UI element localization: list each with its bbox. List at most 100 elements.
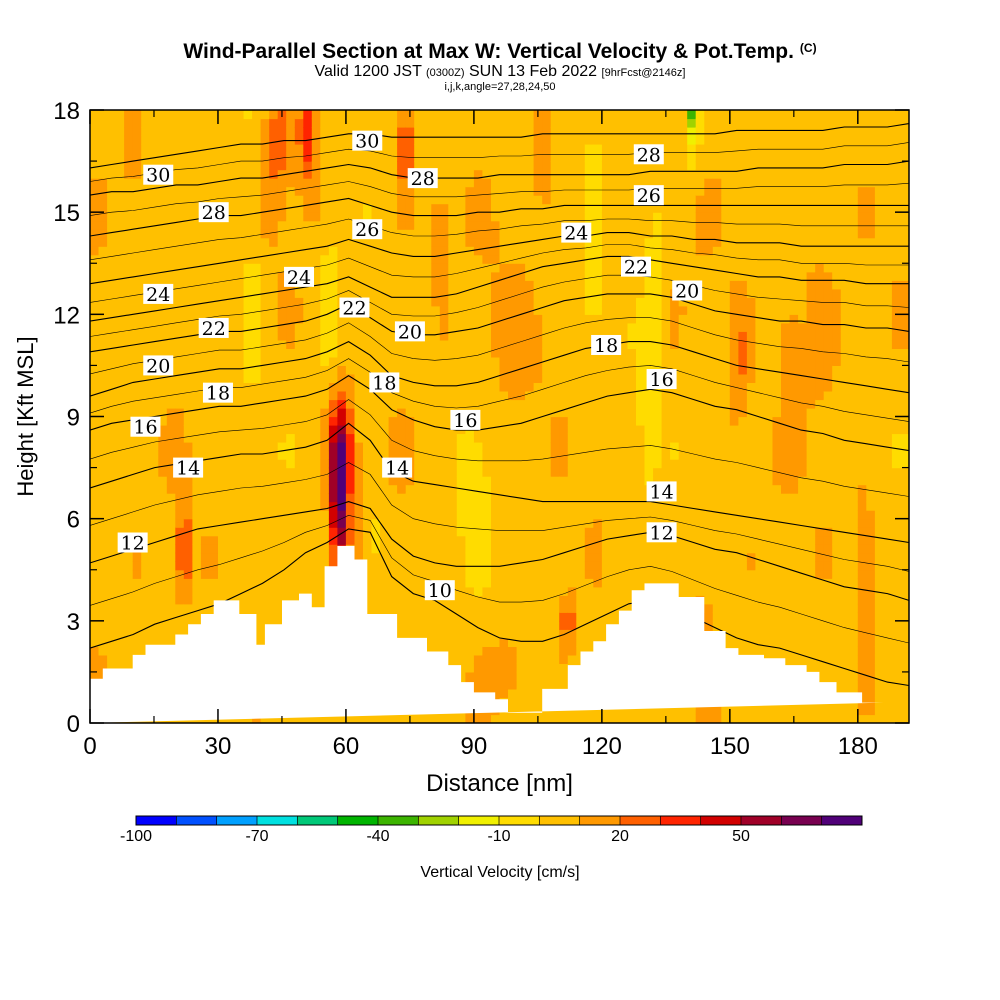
velocity-cell bbox=[303, 476, 313, 486]
velocity-cell bbox=[132, 382, 142, 392]
velocity-cell bbox=[491, 322, 501, 332]
velocity-cell bbox=[533, 271, 543, 281]
velocity-cell bbox=[363, 382, 373, 392]
velocity-cell bbox=[311, 561, 321, 571]
velocity-cell bbox=[610, 280, 620, 290]
velocity-cell bbox=[405, 408, 415, 418]
velocity-cell bbox=[158, 144, 168, 154]
velocity-cell bbox=[559, 646, 569, 656]
velocity-cell bbox=[491, 654, 501, 664]
velocity-cell bbox=[499, 450, 509, 460]
velocity-cell bbox=[90, 365, 100, 375]
velocity-cell bbox=[508, 535, 518, 545]
velocity-cell bbox=[192, 263, 202, 273]
velocity-cell bbox=[303, 399, 313, 409]
velocity-cell bbox=[371, 322, 381, 332]
velocity-cell bbox=[473, 135, 483, 145]
velocity-cell bbox=[388, 135, 398, 145]
subtitle-forecast: [9hrFcst@2146z] bbox=[601, 67, 686, 79]
velocity-cell bbox=[132, 603, 142, 613]
velocity-cell bbox=[482, 714, 492, 723]
velocity-cell bbox=[388, 442, 398, 452]
velocity-cell bbox=[439, 254, 449, 264]
velocity-cell bbox=[516, 212, 526, 222]
velocity-cell bbox=[218, 229, 228, 239]
velocity-cell bbox=[141, 237, 151, 247]
velocity-cell bbox=[243, 552, 253, 562]
velocity-cell bbox=[371, 578, 381, 588]
velocity-cell bbox=[294, 535, 304, 545]
velocity-cell bbox=[124, 373, 134, 383]
velocity-cell bbox=[115, 229, 125, 239]
velocity-cell bbox=[294, 144, 304, 154]
velocity-cell bbox=[371, 510, 381, 520]
velocity-cell bbox=[218, 271, 228, 281]
velocity-cell bbox=[90, 612, 100, 622]
velocity-cell bbox=[499, 680, 509, 690]
velocity-cell bbox=[559, 127, 569, 137]
velocity-cell bbox=[525, 186, 535, 196]
velocity-cell bbox=[311, 331, 321, 341]
velocity-cell bbox=[670, 144, 680, 154]
velocity-cell bbox=[354, 314, 364, 324]
velocity-cell bbox=[252, 365, 262, 375]
velocity-cell bbox=[456, 663, 466, 673]
velocity-cell bbox=[107, 203, 117, 213]
velocity-cell bbox=[414, 127, 424, 137]
velocity-cell bbox=[243, 178, 253, 188]
velocity-cell bbox=[491, 195, 501, 205]
velocity-cell bbox=[183, 561, 193, 571]
velocity-cell bbox=[218, 263, 228, 273]
velocity-cell bbox=[286, 527, 296, 537]
velocity-cell bbox=[345, 263, 355, 273]
velocity-cell bbox=[397, 203, 407, 213]
velocity-cell bbox=[337, 152, 347, 162]
velocity-cell bbox=[448, 195, 458, 205]
velocity-cell bbox=[192, 603, 202, 613]
velocity-cell bbox=[277, 144, 287, 154]
velocity-cell bbox=[491, 476, 501, 486]
velocity-cell bbox=[354, 356, 364, 366]
velocity-cell bbox=[584, 416, 594, 426]
velocity-cell bbox=[166, 144, 176, 154]
velocity-cell bbox=[320, 476, 330, 486]
velocity-cell bbox=[235, 186, 245, 196]
velocity-cell bbox=[516, 620, 526, 630]
velocity-cell bbox=[422, 297, 432, 307]
velocity-cell bbox=[124, 152, 134, 162]
velocity-cell bbox=[482, 322, 492, 332]
velocity-cell bbox=[610, 714, 620, 723]
velocity-cell bbox=[141, 118, 151, 128]
velocity-cell bbox=[525, 322, 535, 332]
velocity-cell bbox=[439, 263, 449, 273]
velocity-cell bbox=[601, 527, 611, 537]
velocity-cell bbox=[345, 288, 355, 298]
velocity-cell bbox=[286, 161, 296, 171]
velocity-cell bbox=[98, 535, 108, 545]
velocity-cell bbox=[269, 484, 279, 494]
velocity-cell bbox=[499, 501, 509, 511]
velocity-cell bbox=[422, 263, 432, 273]
velocity-cell bbox=[508, 561, 518, 571]
velocity-cell bbox=[124, 246, 134, 256]
velocity-cell bbox=[559, 535, 569, 545]
velocity-cell bbox=[388, 178, 398, 188]
velocity-cell bbox=[508, 186, 518, 196]
velocity-cell bbox=[533, 254, 543, 264]
velocity-cell bbox=[576, 271, 586, 281]
velocity-cell bbox=[482, 118, 492, 128]
velocity-cell bbox=[328, 552, 338, 562]
velocity-cell bbox=[320, 399, 330, 409]
velocity-cell bbox=[405, 365, 415, 375]
velocity-cell bbox=[149, 152, 159, 162]
velocity-cell bbox=[98, 510, 108, 520]
velocity-cell bbox=[226, 263, 236, 273]
velocity-cell bbox=[320, 186, 330, 196]
velocity-cell bbox=[200, 552, 210, 562]
velocity-cell bbox=[482, 425, 492, 435]
velocity-cell bbox=[516, 356, 526, 366]
velocity-cell bbox=[183, 297, 193, 307]
velocity-cell bbox=[473, 229, 483, 239]
velocity-cell bbox=[200, 118, 210, 128]
velocity-cell bbox=[90, 637, 100, 647]
